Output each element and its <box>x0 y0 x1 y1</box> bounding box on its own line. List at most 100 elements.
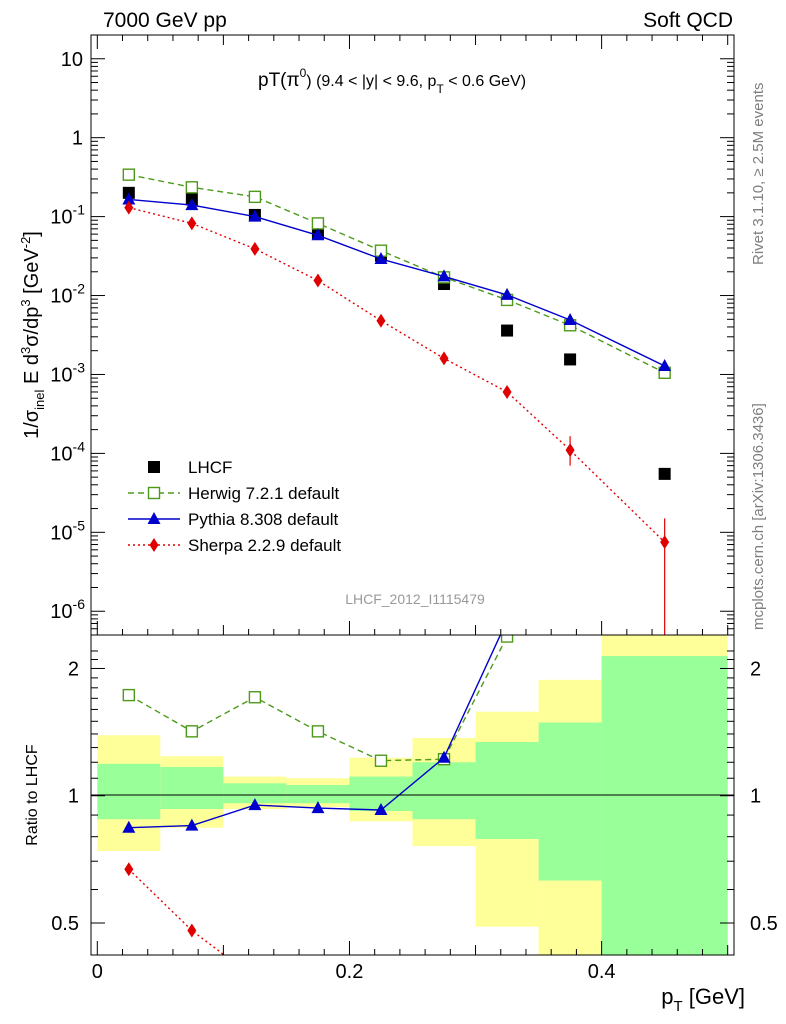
y-label-sup3: -2 <box>18 237 33 249</box>
main-series-line <box>128 174 666 374</box>
legend-marker <box>147 486 161 500</box>
main-data-point <box>660 535 670 550</box>
legend-label: Herwig 7.2.1 default <box>188 484 339 503</box>
ratio-y-axis-label: Ratio to LHCF <box>24 744 41 846</box>
main-data-point <box>313 273 323 288</box>
green-band-bin <box>223 783 287 804</box>
x-label-sub: T <box>673 998 682 1015</box>
main-data-point <box>122 168 136 181</box>
legend-label: Pythia 8.308 default <box>188 510 339 529</box>
legend-marker <box>147 512 161 524</box>
x-tick-label: 0 <box>92 961 103 983</box>
main-series-line <box>128 198 666 367</box>
title-main: pT(π <box>258 70 300 91</box>
main-data-point <box>500 287 514 300</box>
y-tick-label: 10-4 <box>50 438 85 465</box>
y-label-p5: ] <box>21 231 43 237</box>
title-sup: 0 <box>300 66 307 80</box>
main-data-point <box>311 228 325 241</box>
title-end: < 0.6 GeV) <box>444 73 526 90</box>
y-tick-label: 1 <box>72 128 83 150</box>
y-label-p2: E d <box>21 354 43 390</box>
main-data-point <box>122 192 136 205</box>
ratio-data-point <box>311 725 325 738</box>
main-plot-series <box>122 168 672 635</box>
x-tick-label: 0.2 <box>336 961 364 983</box>
green-band-bin <box>160 766 224 810</box>
legend: LHCF Herwig 7.2.1 default Pythia 8.308 def… <box>128 458 341 555</box>
main-series-0 <box>122 186 671 480</box>
main-data-point <box>185 181 199 194</box>
mcplots-reference-label: mcplots.cern.ch [arXiv:1306.3436] <box>750 403 767 630</box>
ratio-uncertainty-bands <box>97 635 728 955</box>
main-series-line <box>128 206 666 543</box>
main-series-1 <box>122 168 671 379</box>
y-label-sup1: 3 <box>18 347 33 354</box>
green-band-bin <box>412 762 476 820</box>
header-category-label: Soft QCD <box>643 9 733 32</box>
ratio-plot-series <box>122 613 514 985</box>
legend-marker <box>148 461 160 473</box>
main-series-3 <box>124 200 670 635</box>
legend-label: Sherpa 2.2.9 default <box>188 536 341 555</box>
title-sub: T <box>436 82 444 96</box>
y-tick-label: 10-1 <box>50 202 85 229</box>
x-label-unit: [GeV] <box>683 984 745 1009</box>
ratio-data-point <box>187 923 197 938</box>
main-data-point <box>376 313 386 328</box>
ratio-series-2 <box>124 862 259 985</box>
main-data-point <box>502 384 512 399</box>
ratio-y-tick-label-right: 0.5 <box>750 913 778 935</box>
header-energy-label: 7000 GeV pp <box>103 9 227 32</box>
ratio-data-point <box>374 754 388 767</box>
ratio-data-point <box>185 725 199 738</box>
green-band-bin <box>475 741 539 840</box>
legend-marker <box>149 538 159 552</box>
main-series-2 <box>122 192 672 372</box>
ratio-series-1 <box>122 613 514 833</box>
y-tick-label: 10-2 <box>50 281 85 308</box>
ratio-data-point <box>185 818 199 831</box>
ratio-data-point <box>250 971 259 985</box>
plot-title: pT(π0) (9.4 < |y| < 9.6, pT < 0.6 GeV) <box>258 66 526 96</box>
ratio-data-point <box>124 862 134 877</box>
ratio-data-point <box>122 688 136 702</box>
green-band-bin <box>286 785 350 804</box>
main-data-point <box>439 351 449 366</box>
x-axis-label: pT [GeV] <box>661 984 745 1015</box>
y-label-p1: 1/σ <box>21 409 43 439</box>
y-tick-label: 10-6 <box>50 596 85 623</box>
main-data-point <box>563 312 577 325</box>
ratio-y-tick-label: 1 <box>68 786 79 808</box>
ratio-data-point <box>437 750 451 763</box>
y-label-p4: [GeV <box>21 248 43 300</box>
main-data-point <box>501 324 514 337</box>
main-data-point <box>658 467 671 480</box>
main-data-point <box>658 359 672 372</box>
ratio-data-point <box>374 803 388 816</box>
ratio-data-point <box>500 635 514 643</box>
green-band-bin <box>97 763 161 820</box>
ratio-y-tick-label: 2 <box>68 658 79 680</box>
y-label-sup2: 3 <box>18 299 33 306</box>
main-data-point <box>311 217 325 230</box>
y-label-p3: σ/dp <box>21 307 43 347</box>
green-band-bin <box>538 722 602 881</box>
main-data-point <box>187 216 197 231</box>
main-data-point <box>564 353 577 366</box>
ratio-y-tick-label: 0.5 <box>51 913 79 935</box>
main-y-axis-label: 1/σinel E d3σ/dp3 [GeV-2] <box>18 231 47 439</box>
ratio-data-point <box>248 798 262 811</box>
legend-label: LHCF <box>188 458 232 477</box>
main-data-point <box>248 209 262 222</box>
title-rest: ) (9.4 < |y| < 9.6, p <box>306 73 436 90</box>
ratio-data-point <box>248 691 262 704</box>
y-tick-label: 10-3 <box>50 359 85 386</box>
x-label-main: p <box>661 984 673 1009</box>
ratio-data-point <box>501 613 514 625</box>
main-data-point <box>565 443 575 458</box>
main-data-point <box>124 200 134 215</box>
main-data-point <box>374 252 388 265</box>
